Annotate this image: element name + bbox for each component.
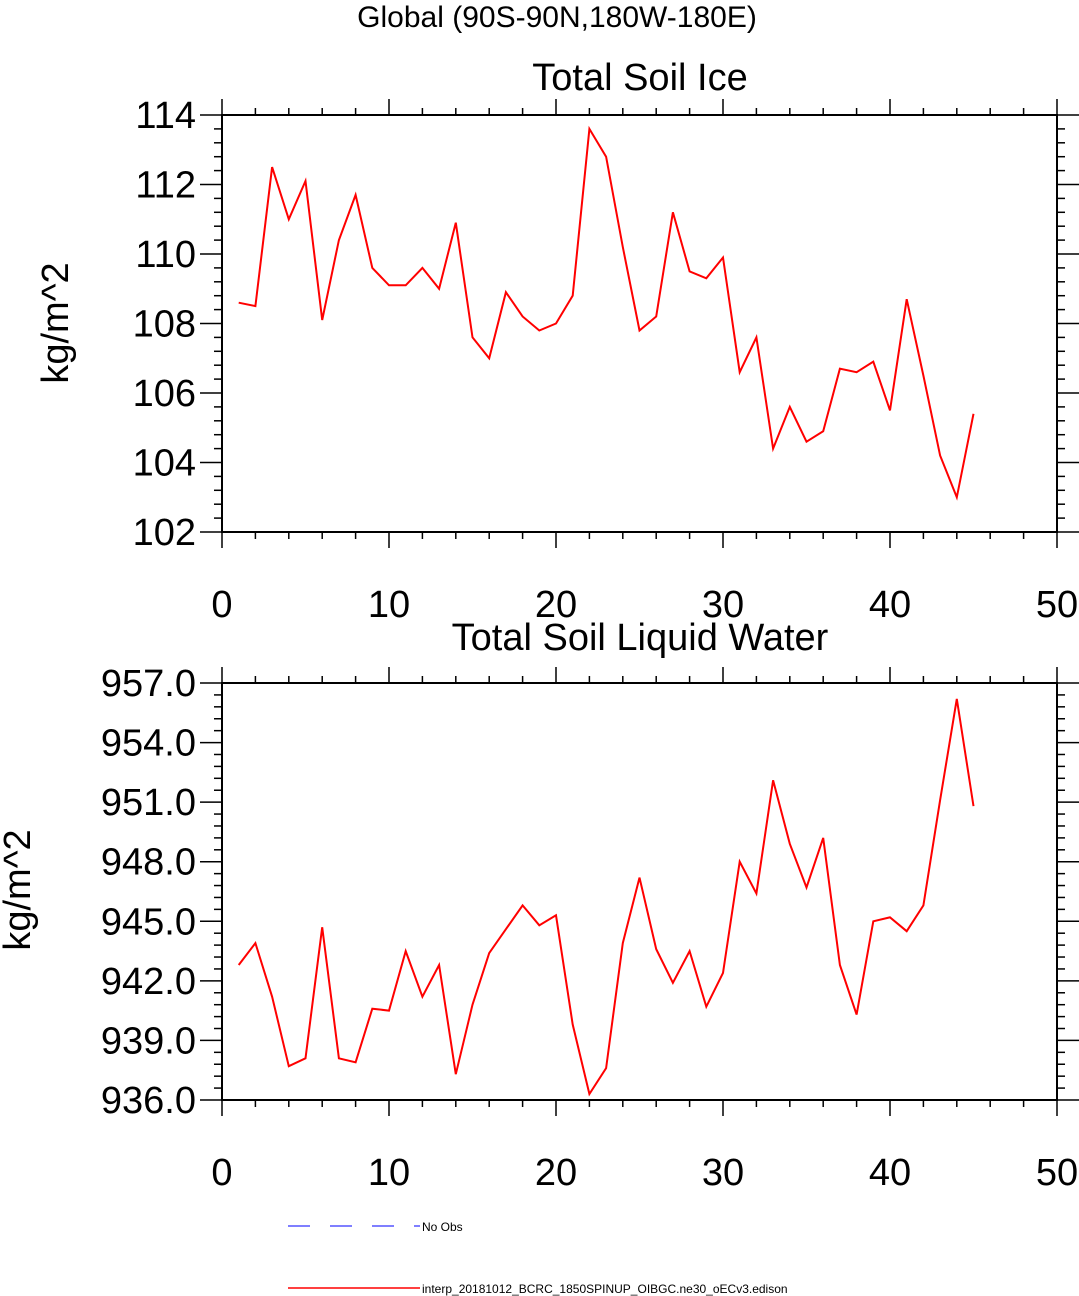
x-tick-label: 20 — [535, 584, 577, 626]
y-tick-label: 942.0 — [101, 961, 196, 1003]
y-tick-label: 957.0 — [101, 663, 196, 705]
y-tick-label: 948.0 — [101, 842, 196, 884]
plot-frame — [221, 682, 1058, 1101]
tick-labels: 0 10 20 30 40 50 102 104 106 108 110 112 114 — [133, 95, 1079, 626]
chart-title: Total Soil Ice — [532, 57, 747, 99]
x-tick-label: 40 — [869, 584, 911, 626]
y-tick-label: 112 — [135, 165, 196, 207]
chart-panel-total-soil-liquid-water: Total Soil Liquid Water kg/m^2 0 10 20 30 40… — [0, 617, 1079, 1194]
x-tick-label: 40 — [869, 1152, 911, 1194]
y-axis-label: kg/m^2 — [35, 262, 77, 383]
figure-title: Global (90S-90N,180W-180E) — [357, 1, 757, 34]
y-tick-label: 108 — [133, 304, 196, 346]
y-tick-label: 104 — [133, 443, 196, 485]
y-tick-label: 114 — [135, 95, 196, 137]
x-tick-label: 50 — [1036, 1152, 1078, 1194]
plot-frame — [221, 114, 1058, 533]
x-tick-label: 50 — [1036, 584, 1078, 626]
series-line — [237, 698, 975, 1097]
y-tick-label: 102 — [133, 512, 196, 554]
y-tick-label: 936.0 — [101, 1080, 196, 1122]
y-tick-label: 106 — [133, 373, 196, 415]
x-tick-label: 30 — [702, 584, 744, 626]
axis-ticks — [200, 99, 1079, 548]
legend-label-no-obs: No Obs — [422, 1220, 463, 1234]
x-tick-label: 10 — [368, 1152, 410, 1194]
series-layer — [237, 698, 975, 1097]
x-tick-label: 0 — [211, 584, 232, 626]
y-tick-label: 939.0 — [101, 1020, 196, 1062]
x-tick-label: 0 — [211, 1152, 232, 1194]
x-tick-label: 20 — [535, 1152, 577, 1194]
y-tick-label: 951.0 — [101, 782, 196, 824]
x-tick-label: 30 — [702, 1152, 744, 1194]
tick-labels: 0 10 20 30 40 50 936.0 939.0 942.0 945.0 948.0 951.… — [101, 663, 1078, 1194]
chart-panel-total-soil-ice: Total Soil Ice kg/m^2 0 10 20 30 40 50 102 104 1… — [35, 57, 1079, 626]
y-axis-label: kg/m^2 — [0, 829, 39, 950]
legend: No Obs interp_20181012_BCRC_1850SPINUP_O… — [288, 1220, 788, 1296]
axis-ticks — [200, 667, 1079, 1116]
y-tick-label: 954.0 — [101, 723, 196, 765]
chart-title: Total Soil Liquid Water — [452, 617, 829, 659]
series-line — [238, 125, 975, 501]
legend-label-model-run: interp_20181012_BCRC_1850SPINUP_OIBGC.ne… — [422, 1282, 788, 1296]
series-layer — [238, 125, 975, 501]
x-tick-label: 10 — [368, 584, 410, 626]
y-tick-label: 945.0 — [101, 901, 196, 943]
y-tick-label: 110 — [135, 234, 196, 276]
